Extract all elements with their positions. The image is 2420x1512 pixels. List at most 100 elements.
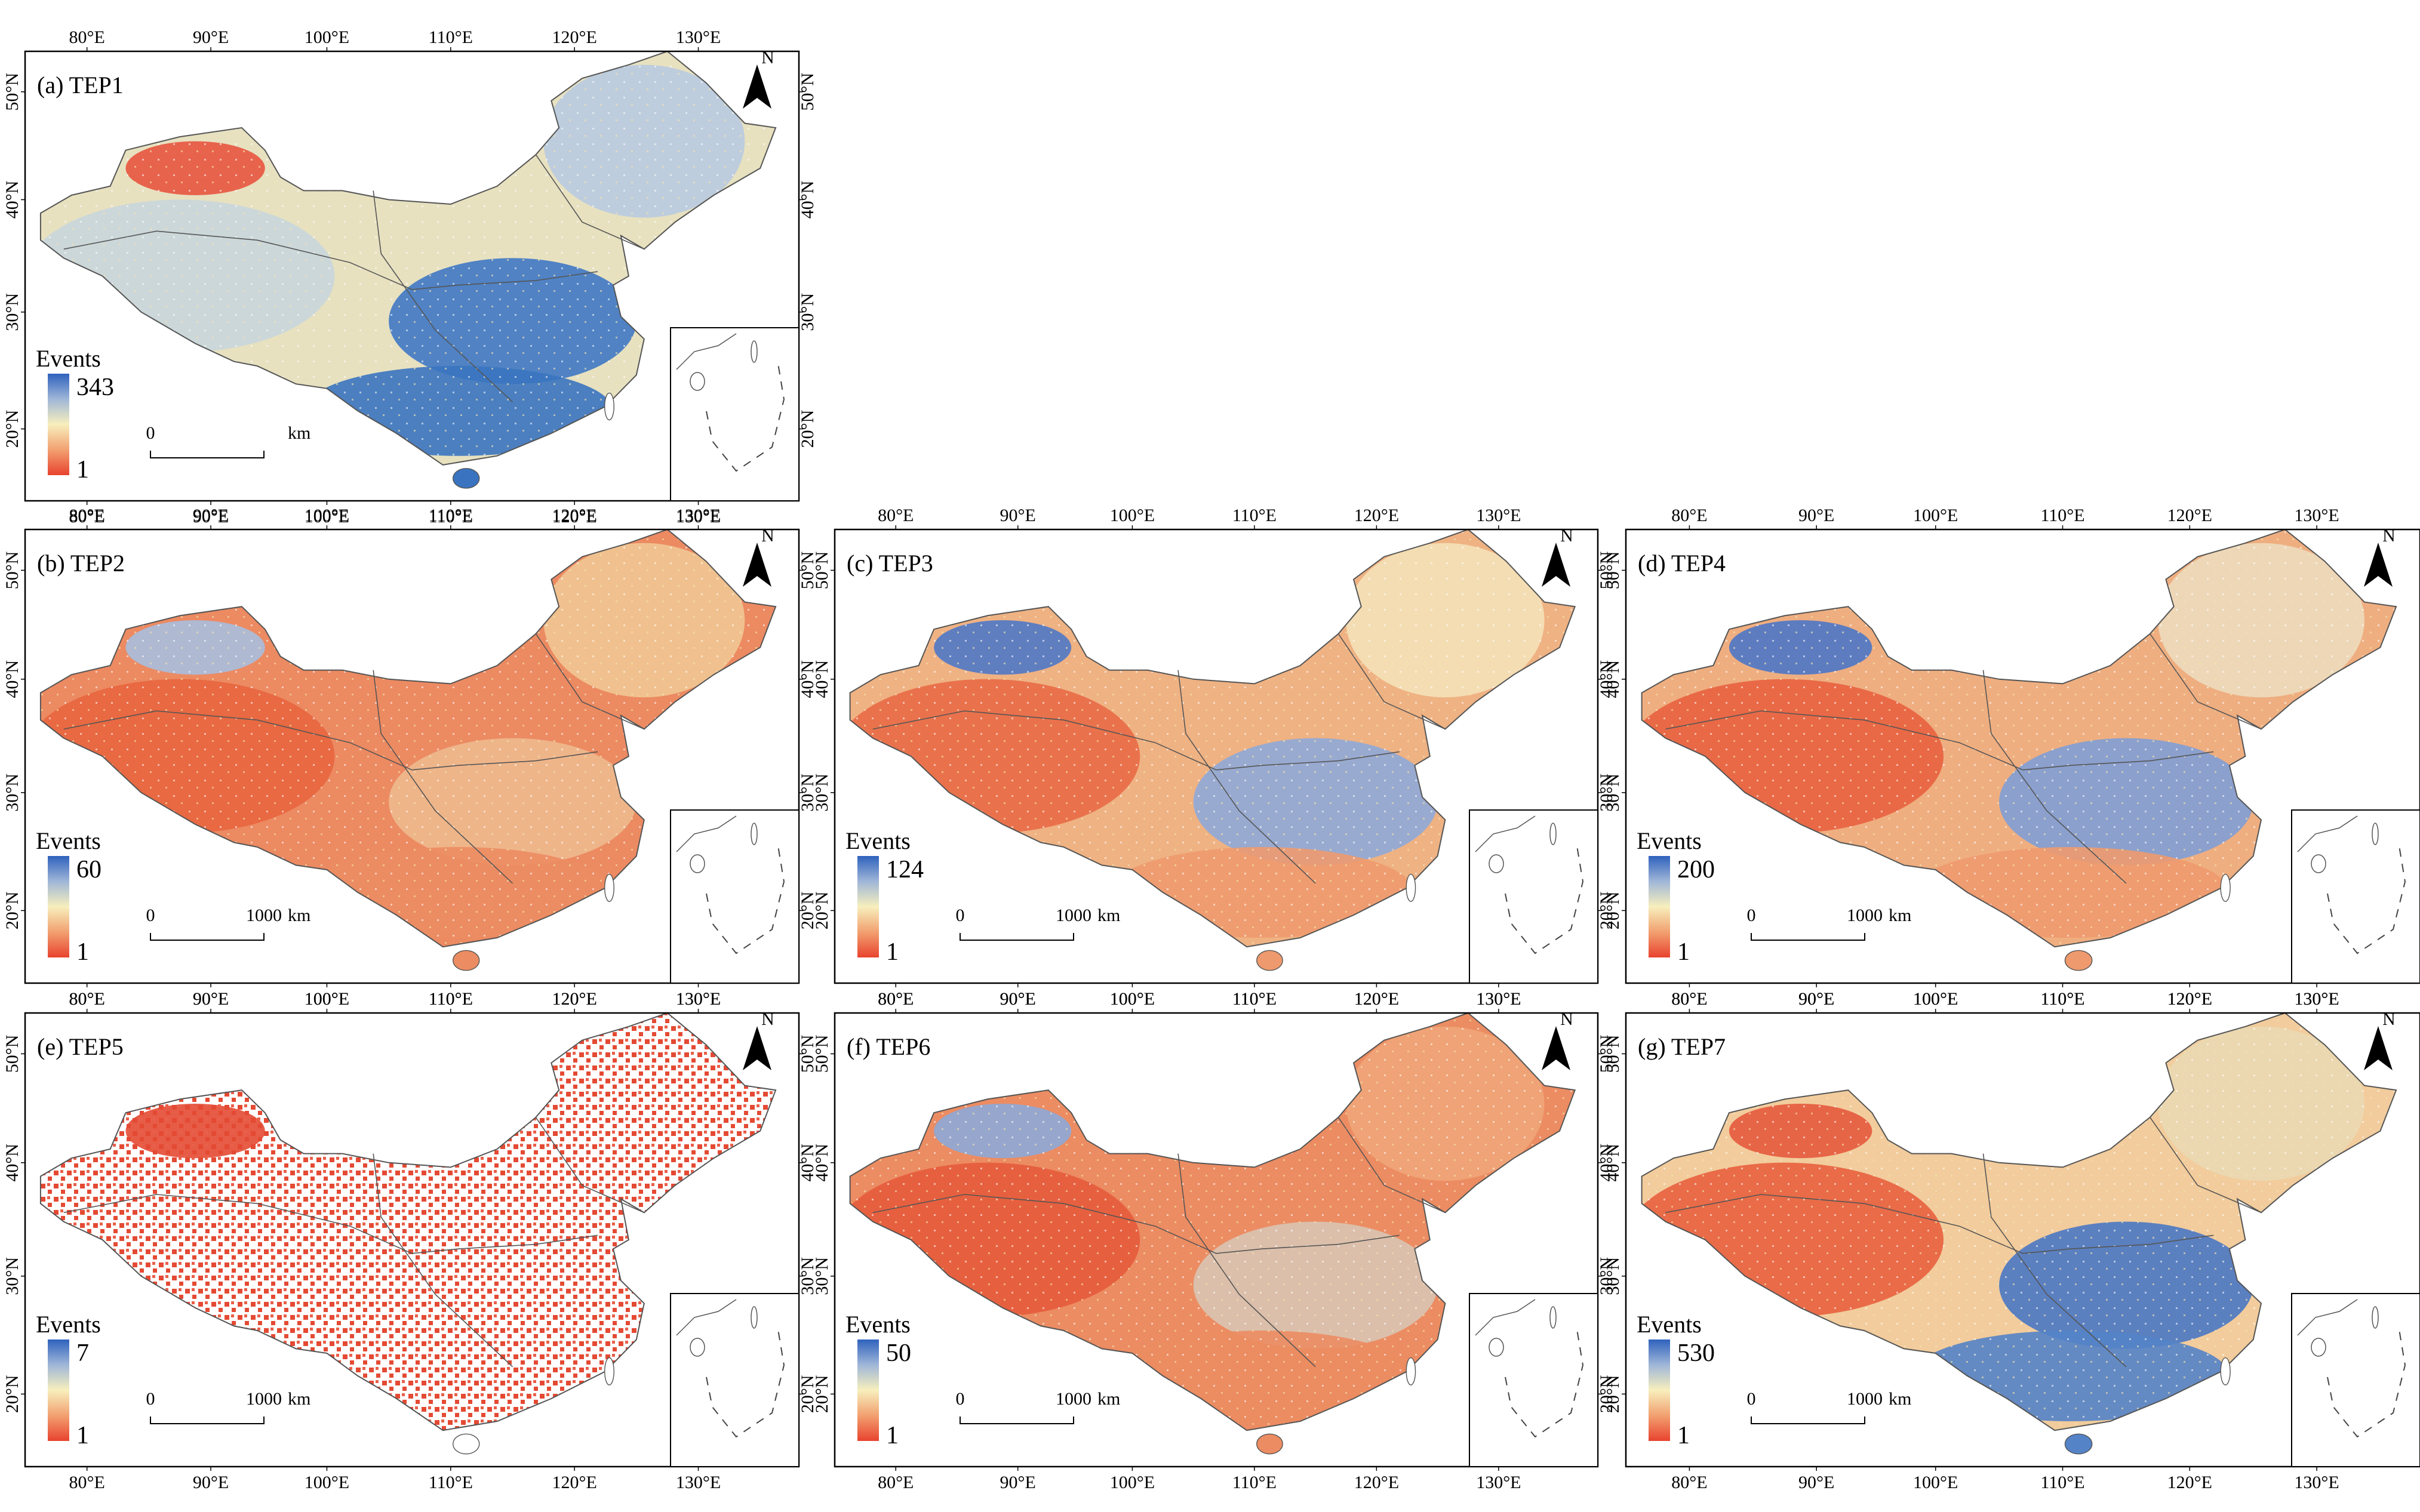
graticule-labels: 80°E80°E90°E90°E100°E100°E110°E110°E120°… (2, 506, 817, 1009)
north-arrow-icon: N (2364, 1009, 2396, 1070)
graticule-labels: 80°E80°E90°E90°E100°E100°E110°E110°E120°… (2, 989, 817, 1492)
legend-max: 60 (76, 856, 102, 883)
lat-tick-left: 30°N (812, 774, 832, 812)
south-china-sea-inset (1469, 1293, 1598, 1467)
color-bar (857, 1339, 879, 1441)
lon-tick-top: 130°E (1476, 989, 1521, 1009)
taiwan-island (2220, 873, 2231, 902)
south-china-sea-inset (670, 809, 800, 984)
lon-tick-bottom: 90°E (193, 507, 229, 526)
lon-tick-bottom: 130°E (2294, 1473, 2339, 1492)
north-arrow-icon: N (1542, 1009, 1573, 1070)
lon-tick-bottom: 120°E (552, 1473, 596, 1492)
lon-tick-top: 110°E (1232, 506, 1277, 525)
scale-zero: 0 (1747, 1389, 1756, 1409)
lon-tick-bottom: 80°E (69, 507, 105, 526)
region-boundary (872, 710, 1400, 771)
lon-tick-top: 90°E (193, 27, 229, 47)
color-bar (1649, 1339, 1670, 1441)
color-bar (48, 1339, 69, 1441)
lat-tick-left: 50°N (1603, 1035, 1623, 1073)
scale-bar: 0 km (146, 423, 310, 458)
scale-zero: 0 (956, 906, 965, 925)
lat-tick-right: 20°N (798, 410, 817, 448)
legend-min: 1 (76, 456, 89, 484)
lon-tick-bottom: 110°E (429, 507, 473, 526)
scale-unit: km (1889, 906, 1911, 925)
lat-tick-left: 50°N (2, 1035, 22, 1073)
taiwan-island (1406, 873, 1416, 902)
lon-tick-bottom: 110°E (429, 1473, 473, 1492)
lon-tick-bottom: 130°E (676, 1473, 721, 1492)
lon-tick-bottom: 110°E (1232, 1473, 1277, 1492)
lat-tick-left: 30°N (1603, 1257, 1623, 1295)
region-boundary (373, 190, 513, 402)
lat-tick-left: 40°N (2, 1144, 22, 1182)
region-boundary (1665, 710, 2214, 771)
lon-tick-bottom: 80°E (1671, 1473, 1707, 1492)
graticule-labels: 80°E80°E90°E90°E100°E100°E110°E110°E120°… (1603, 506, 2339, 1009)
lat-tick-left: 40°N (812, 660, 832, 698)
scale-bar: 0 1000 km (956, 1389, 1120, 1424)
lat-tick-left: 40°N (1603, 1144, 1623, 1182)
lat-tick-left: 40°N (2, 181, 22, 219)
lon-tick-top: 120°E (2167, 506, 2212, 525)
scale-end: 1000 (1056, 1389, 1091, 1409)
lat-tick-left: 30°N (1603, 774, 1623, 812)
lon-tick-top: 120°E (552, 506, 596, 525)
scale-bar: 0 1000 km (1747, 1389, 1911, 1424)
lat-tick-left: 20°N (2, 892, 22, 930)
lon-tick-bottom: 100°E (1110, 989, 1155, 1009)
lon-tick-bottom: 120°E (2167, 989, 2212, 1009)
lon-tick-top: 100°E (1913, 989, 1958, 1009)
hainan-island (1256, 1433, 1283, 1455)
region-boundary (63, 1194, 598, 1254)
lon-tick-bottom: 100°E (305, 1473, 349, 1492)
lon-tick-bottom: 90°E (1000, 989, 1036, 1009)
lat-tick-left: 50°N (812, 552, 832, 590)
north-label: N (1560, 526, 1573, 546)
lon-tick-top: 110°E (2040, 506, 2084, 525)
panel-title: (d) TEP4 (1638, 550, 1726, 577)
hainan-island (2064, 1433, 2093, 1455)
lon-tick-top: 110°E (429, 506, 473, 525)
lon-tick-bottom: 110°E (2040, 1473, 2084, 1492)
lon-tick-top: 120°E (1354, 989, 1399, 1009)
lat-tick-left: 50°N (1603, 552, 1623, 590)
lon-tick-top: 80°E (1671, 989, 1707, 1009)
region-boundary (1665, 1194, 2214, 1254)
lon-tick-top: 120°E (552, 27, 596, 47)
lat-tick-right: 20°N (1597, 1375, 1616, 1414)
lat-tick-left: 20°N (2, 410, 22, 448)
region-boundary (2150, 633, 2262, 730)
lat-tick-left: 40°N (812, 1144, 832, 1182)
lat-tick-right: 50°N (1597, 552, 1616, 590)
scale-unit: km (1097, 1389, 1120, 1409)
scale-end: 1000 (246, 906, 282, 925)
lat-tick-left: 40°N (2, 660, 22, 698)
lon-tick-bottom: 130°E (676, 989, 721, 1009)
scale-unit: km (1889, 1389, 1911, 1409)
hainan-island (1256, 950, 1283, 971)
lon-tick-bottom: 80°E (69, 1473, 105, 1492)
lon-tick-top: 80°E (69, 27, 105, 47)
lon-tick-bottom: 100°E (1913, 1473, 1958, 1492)
south-china-sea-inset (670, 327, 800, 501)
lat-tick-left: 30°N (812, 1257, 832, 1295)
panel-title: (f) TEP6 (847, 1033, 930, 1060)
lat-tick-left: 30°N (2, 1257, 22, 1295)
region-boundary (872, 1194, 1400, 1254)
scale-end: 1000 (1847, 1389, 1883, 1409)
legend-title: Events (36, 1311, 101, 1338)
scale-unit: km (288, 906, 310, 925)
legend-max: 343 (76, 374, 114, 401)
lat-tick-right: 20°N (798, 892, 817, 930)
lon-tick-top: 100°E (305, 989, 349, 1009)
lat-tick-left: 20°N (1603, 892, 1623, 930)
north-label: N (761, 526, 774, 546)
graticule-labels: 80°E80°E90°E90°E100°E100°E110°E110°E120°… (812, 506, 1616, 1009)
